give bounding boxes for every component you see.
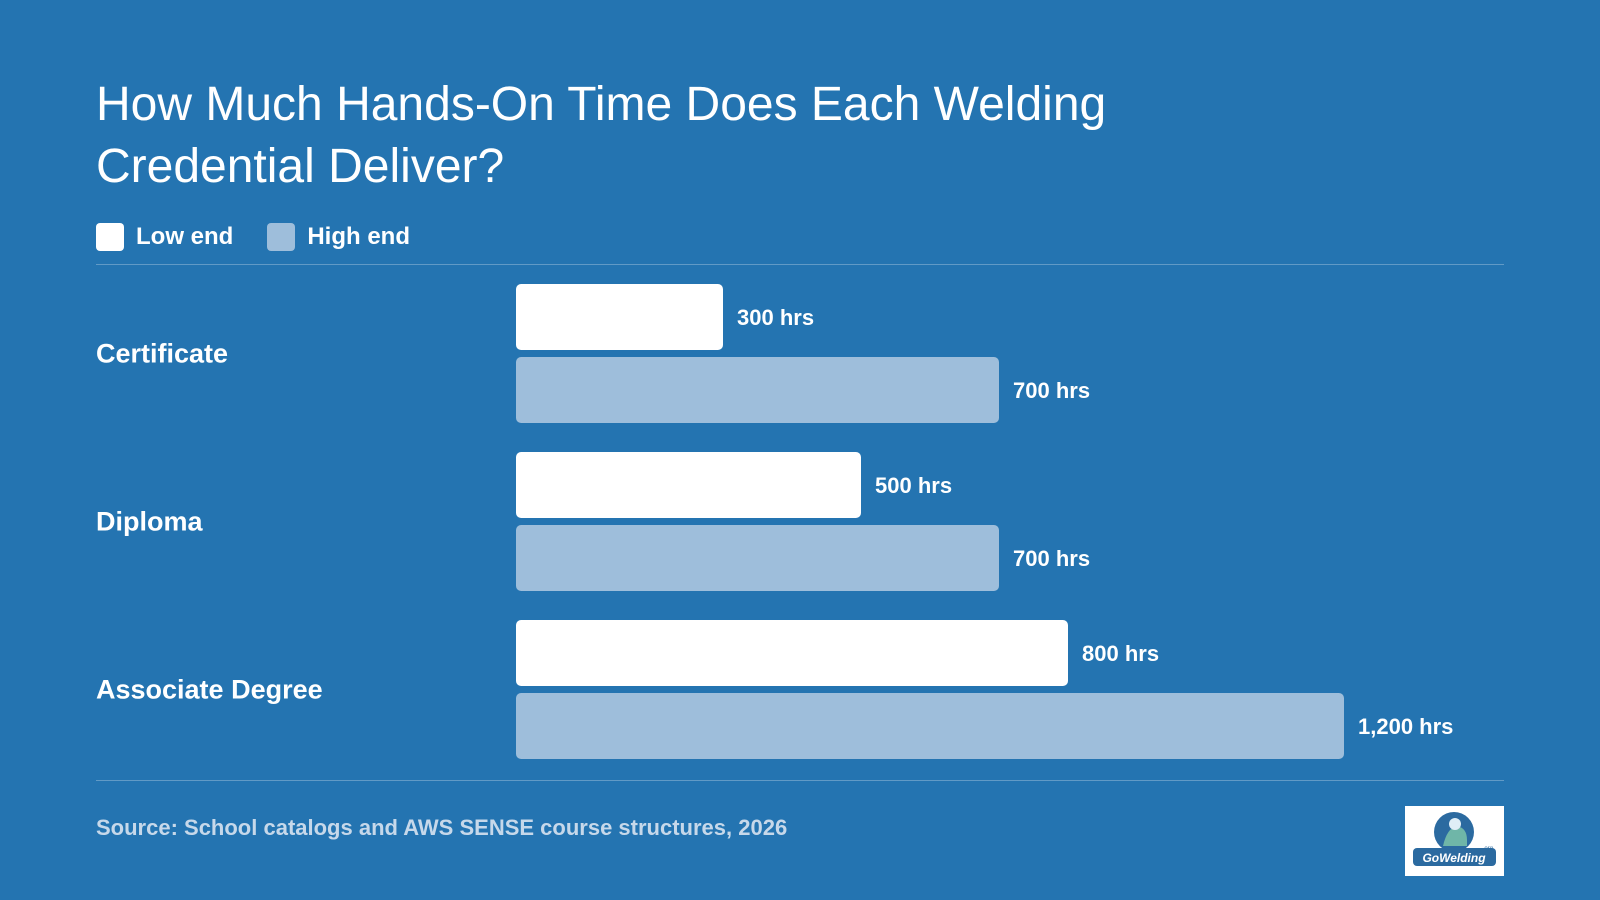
- value-label-diploma-high-end: 700 hrs: [1013, 546, 1090, 571]
- category-label-certificate: Certificate: [96, 339, 228, 369]
- bar-diploma-low-end: [516, 452, 861, 518]
- bar-diploma-high-end: [516, 525, 999, 591]
- category-label-associate-degree: Associate Degree: [96, 675, 323, 705]
- legend-item-low: Low end: [96, 223, 233, 251]
- value-label-associate-degree-low-end: 800 hrs: [1082, 641, 1159, 666]
- legend-swatch-low: [96, 223, 124, 251]
- legend-swatch-high: [267, 223, 296, 251]
- value-label-certificate-high-end: 700 hrs: [1013, 378, 1090, 403]
- legend: Low end High end: [96, 222, 410, 252]
- bar-associate-degree-high-end: [516, 693, 1344, 759]
- logo-suffix: .org: [1483, 846, 1493, 852]
- bar-certificate-high-end: [516, 357, 999, 423]
- legend-label-low: Low end: [136, 223, 234, 250]
- bar-associate-degree-low-end: [516, 620, 1068, 686]
- value-label-associate-degree-high-end: 1,200 hrs: [1358, 714, 1453, 739]
- value-label-diploma-low-end: 500 hrs: [875, 473, 952, 498]
- source-note: Source: School catalogs and AWS SENSE co…: [96, 815, 788, 840]
- top-divider: [96, 264, 1504, 265]
- bottom-divider: [96, 780, 1504, 781]
- logo-icon: GoWelding .org: [1413, 812, 1496, 866]
- bar-certificate-low-end: [516, 284, 723, 350]
- chart-title: How Much Hands-On Time Does Each Welding…: [96, 78, 1107, 193]
- legend-item-high: High end: [267, 223, 410, 251]
- value-label-certificate-low-end: 300 hrs: [737, 305, 814, 330]
- legend-label-high: High end: [307, 223, 410, 250]
- logo-text: GoWelding: [1422, 851, 1486, 865]
- category-label-diploma: Diploma: [96, 507, 203, 537]
- gowelding-logo: GoWelding .org: [1405, 806, 1504, 876]
